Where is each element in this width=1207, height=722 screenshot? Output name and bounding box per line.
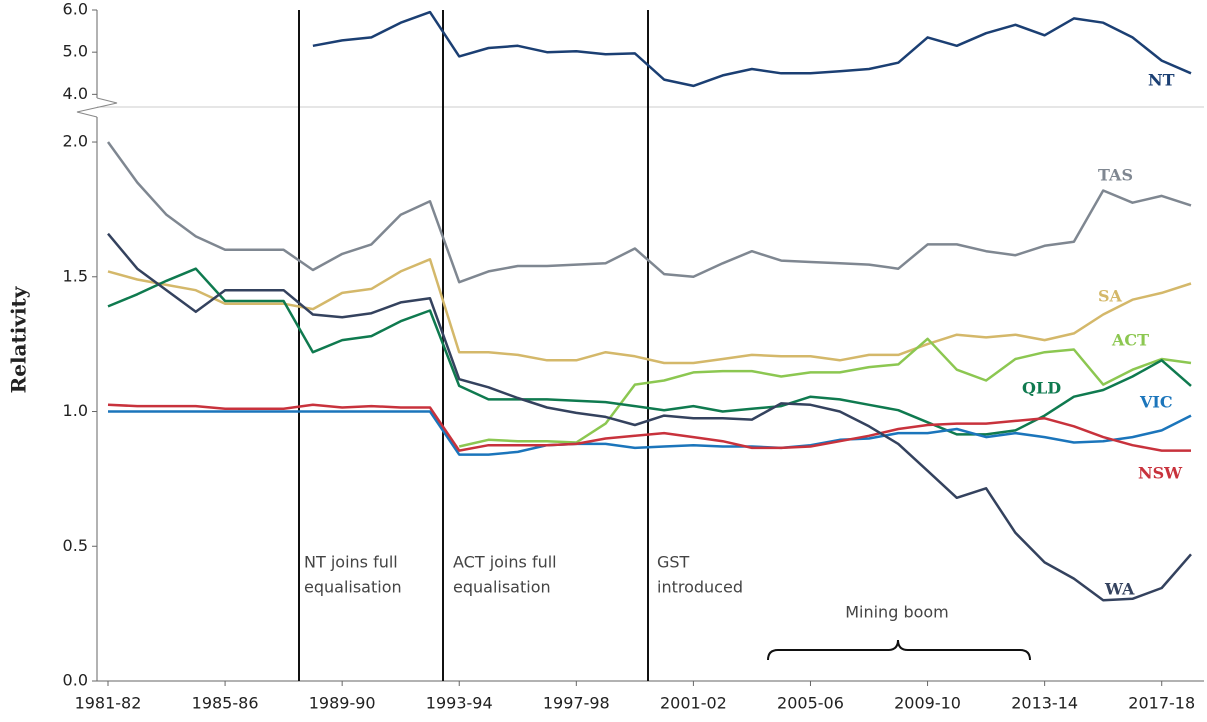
brace [767, 639, 1031, 661]
x-tick-label: 1989-90 [309, 694, 376, 713]
series-label: TAS [1098, 166, 1133, 185]
mining-boom-label: Mining boom [845, 603, 949, 622]
series-line [107, 258, 1192, 365]
series-label: QLD [1022, 379, 1061, 398]
y2-tick-label: 6.0 [63, 0, 88, 19]
series-label: SA [1098, 287, 1123, 306]
x-tick-label: 2001-02 [660, 694, 727, 713]
y-tick-label: 0.0 [63, 671, 88, 690]
x-tick-label: 2013-14 [1011, 694, 1078, 713]
y-tick-label: 1.0 [63, 401, 88, 420]
axis-break [76, 97, 118, 118]
event-label: equalisation [304, 578, 402, 597]
y2-tick-label: 5.0 [63, 42, 88, 61]
x-tick-label: 1981-82 [75, 694, 142, 713]
y-tick-label: 0.5 [63, 536, 88, 555]
x-tick-label: 2017-18 [1128, 694, 1195, 713]
series-label: WA [1104, 580, 1135, 599]
series-line [108, 410, 1192, 456]
series-label: NSW [1138, 464, 1183, 483]
series-line [312, 10, 1192, 88]
x-tick-label: 2009-10 [894, 694, 961, 713]
x-tick-label: 1985-86 [192, 694, 259, 713]
series-label: ACT [1111, 331, 1149, 350]
x-tick-label: 1993-94 [426, 694, 493, 713]
series-line [106, 141, 1192, 284]
x-tick-label: 1997-98 [543, 694, 610, 713]
series-line [458, 337, 1192, 448]
y2-tick-label: 4.0 [63, 84, 88, 103]
y-tick-label: 2.0 [63, 132, 88, 151]
y-axis-label: Relativity [7, 285, 31, 393]
series-label: NT [1148, 71, 1175, 90]
event-label: ACT joins full [453, 553, 557, 572]
series-line [107, 232, 1192, 602]
series-line [107, 403, 1191, 452]
event-label: NT joins full [304, 553, 398, 572]
event-label: introduced [657, 578, 743, 597]
y-tick-label: 1.5 [63, 266, 88, 285]
event-label: equalisation [453, 578, 551, 597]
series-line [107, 267, 1192, 436]
series-label: VIC [1139, 393, 1173, 412]
event-label: GST [657, 553, 690, 572]
x-tick-label: 2005-06 [777, 694, 844, 713]
